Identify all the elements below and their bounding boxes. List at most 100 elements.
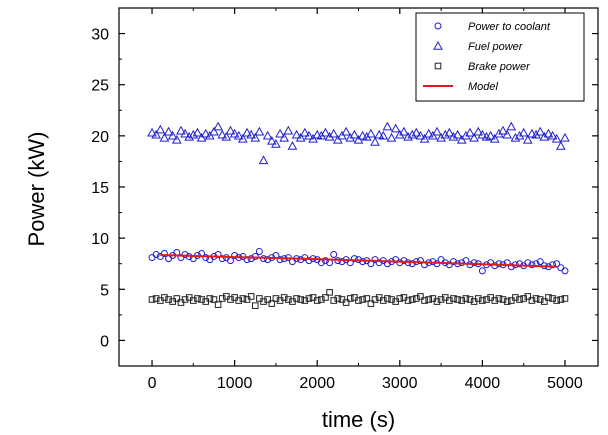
square-point bbox=[516, 296, 523, 303]
triangle-point bbox=[535, 126, 546, 136]
triangle-point bbox=[254, 126, 265, 136]
square-point bbox=[483, 296, 490, 303]
triangle-point bbox=[225, 125, 236, 135]
square-point bbox=[165, 296, 172, 303]
series-1 bbox=[147, 121, 570, 165]
triangle-point bbox=[502, 129, 513, 139]
square-point bbox=[363, 295, 371, 302]
square-point bbox=[181, 296, 189, 303]
square-point bbox=[417, 293, 424, 300]
square-point bbox=[379, 297, 387, 304]
triangle-point bbox=[320, 127, 331, 137]
series-2 bbox=[148, 289, 569, 309]
square-point bbox=[297, 296, 304, 303]
square-point bbox=[301, 297, 309, 304]
triangle-point bbox=[180, 128, 190, 138]
triangle-point bbox=[312, 129, 323, 139]
square-point bbox=[313, 297, 321, 304]
triangle-point bbox=[229, 128, 240, 138]
square-point bbox=[495, 295, 503, 302]
triangle-point bbox=[510, 132, 521, 142]
triangle-point bbox=[291, 129, 302, 139]
x-tick-label: 4000 bbox=[465, 375, 501, 392]
triangle-point bbox=[287, 141, 298, 150]
circle-point bbox=[528, 261, 536, 269]
triangle-point bbox=[390, 123, 401, 133]
square-point bbox=[198, 296, 205, 303]
model-line bbox=[160, 254, 557, 268]
triangle-point bbox=[324, 131, 335, 141]
square-point bbox=[322, 294, 329, 301]
square-point bbox=[210, 296, 218, 303]
circle-point bbox=[321, 257, 329, 265]
square-point bbox=[285, 296, 292, 303]
circle-point bbox=[231, 252, 239, 260]
square-point bbox=[148, 296, 156, 303]
square-point bbox=[268, 300, 276, 307]
triangle-point bbox=[444, 127, 455, 137]
square-point bbox=[433, 298, 441, 305]
triangle-point bbox=[361, 131, 372, 141]
square-point bbox=[371, 296, 379, 303]
triangle-point bbox=[171, 134, 182, 144]
square-point bbox=[384, 295, 391, 302]
square-point bbox=[557, 296, 565, 303]
x-axis-title: time (s) bbox=[322, 407, 395, 432]
square-point bbox=[305, 295, 313, 302]
triangle-point bbox=[246, 129, 256, 139]
square-point bbox=[549, 295, 556, 302]
triangle-point bbox=[485, 130, 496, 140]
triangle-point bbox=[469, 132, 479, 142]
triangle-point bbox=[531, 129, 541, 139]
circle-point bbox=[359, 258, 367, 266]
triangle-point bbox=[238, 133, 248, 143]
triangle-point bbox=[461, 130, 471, 140]
square-point bbox=[404, 297, 412, 304]
circle-point bbox=[264, 256, 272, 264]
circle-point bbox=[516, 260, 524, 268]
square-point bbox=[334, 295, 342, 302]
circle-point bbox=[255, 247, 263, 255]
circle-point bbox=[375, 259, 383, 267]
square-point bbox=[346, 295, 354, 302]
triangle-point bbox=[423, 128, 434, 138]
y-tick-label: 20 bbox=[91, 129, 109, 146]
triangle-point bbox=[539, 131, 550, 141]
y-tick-label: 0 bbox=[100, 333, 109, 350]
circle-point bbox=[400, 257, 408, 265]
triangle-point bbox=[518, 127, 529, 137]
triangle-point bbox=[233, 130, 244, 140]
square-point bbox=[247, 293, 255, 300]
square-point bbox=[359, 296, 366, 303]
legend-label: Fuel power bbox=[468, 41, 524, 53]
triangle-point bbox=[266, 135, 277, 145]
series-3 bbox=[160, 254, 557, 268]
triangle-point bbox=[477, 129, 488, 139]
circle-point bbox=[338, 258, 346, 266]
triangle-point bbox=[551, 133, 562, 143]
y-tick-label: 10 bbox=[91, 231, 109, 248]
circle-point bbox=[478, 267, 486, 275]
y-axis-title: Power (kW) bbox=[24, 132, 49, 247]
triangle-point bbox=[452, 129, 463, 139]
square-point bbox=[520, 295, 527, 302]
y-tick-label: 5 bbox=[100, 282, 109, 299]
circle-point bbox=[491, 262, 499, 270]
square-point bbox=[458, 297, 466, 304]
triangle-point bbox=[357, 130, 368, 140]
square-point bbox=[227, 296, 234, 303]
triangle-point bbox=[394, 129, 405, 139]
triangle-point bbox=[213, 121, 223, 131]
square-point bbox=[318, 296, 325, 303]
square-point bbox=[524, 293, 532, 300]
circle-point bbox=[218, 255, 226, 263]
square-point bbox=[536, 296, 544, 303]
triangle-point bbox=[200, 128, 211, 138]
square-point bbox=[528, 297, 536, 304]
triangle-point bbox=[304, 130, 314, 140]
y-tick-label: 25 bbox=[91, 78, 109, 95]
circle-point bbox=[247, 255, 255, 263]
square-point bbox=[264, 296, 271, 303]
triangle-point bbox=[341, 126, 351, 136]
